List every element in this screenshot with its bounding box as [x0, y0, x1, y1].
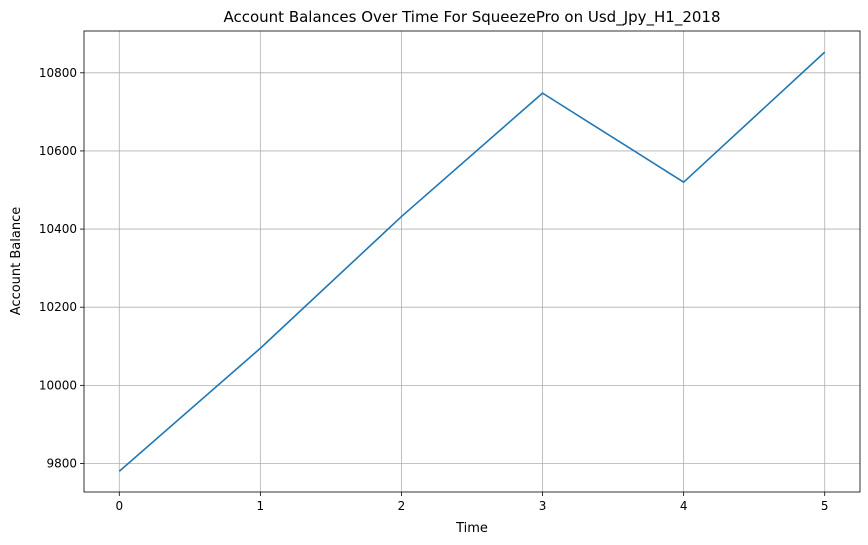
y-tick-label: 10000	[39, 378, 77, 392]
plot-frame	[83, 30, 861, 493]
y-tick-label: 10800	[39, 66, 77, 80]
x-axis-label: Time	[455, 521, 488, 536]
plot-border	[83, 30, 861, 493]
y-axis-label: Account Balance	[9, 207, 24, 315]
y-tick-label: 10600	[39, 144, 77, 158]
x-tick-label: 4	[680, 499, 688, 513]
x-tick-label: 1	[257, 499, 265, 513]
y-tick-label: 10400	[39, 222, 77, 236]
axis-ticks: 0 1 2 3 4 5 9800 10000 10200 10400 10600 10800	[39, 66, 829, 513]
x-tick-label: 2	[398, 499, 406, 513]
series-line	[118, 51, 826, 472]
x-tick-label: 0	[115, 499, 123, 513]
y-tick-label: 10200	[39, 300, 77, 314]
x-tick-label: 3	[539, 499, 547, 513]
grid-lines	[84, 31, 860, 492]
series-layer	[118, 51, 826, 472]
x-tick-label: 5	[821, 499, 829, 513]
chart-title: Account Balances Over Time For SqueezePr…	[223, 8, 720, 27]
y-tick-label: 9800	[46, 456, 77, 470]
